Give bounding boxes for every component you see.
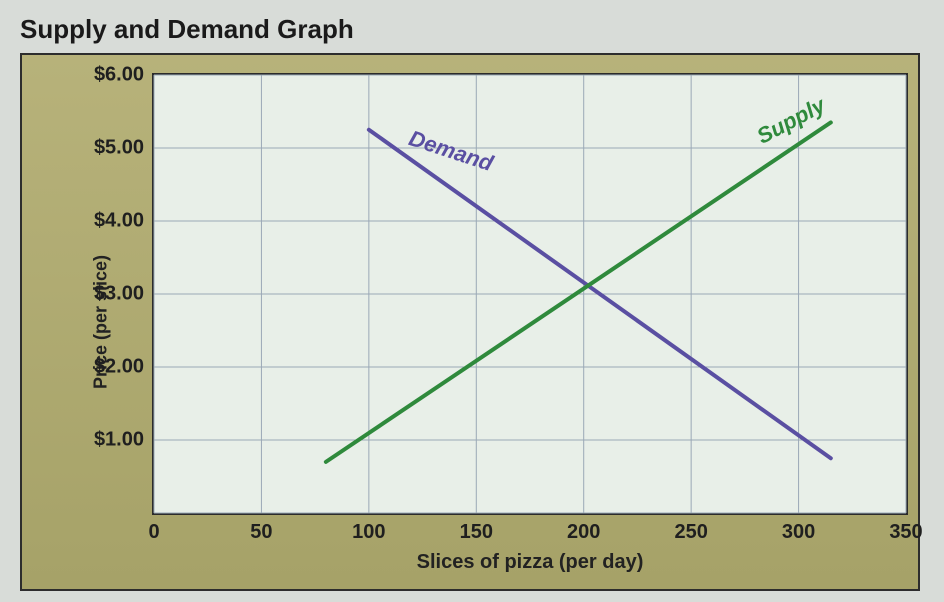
y-tick-label: $5.00 [94, 137, 144, 160]
x-tick-label: 350 [889, 521, 922, 544]
x-tick-label: 300 [782, 521, 815, 544]
supply-label: Supply [753, 91, 831, 148]
y-tick-label: $1.00 [94, 429, 144, 452]
x-axis-label: Slices of pizza (per day) [417, 551, 644, 574]
y-tick-label: $3.00 [94, 283, 144, 306]
y-tick-label: $4.00 [94, 210, 144, 233]
demand-label: Demand [406, 125, 497, 176]
x-tick-label: 150 [460, 521, 493, 544]
plot-area: DemandSupply $1.00$2.00$3.00$4.00$5.00$6… [152, 73, 908, 515]
x-tick-label: 50 [250, 521, 272, 544]
x-tick-label: 0 [148, 521, 159, 544]
x-tick-label: 250 [674, 521, 707, 544]
chart-frame: Price (per slice) DemandSupply $1.00$2.0… [20, 53, 920, 591]
plot-svg: Demand Supply [154, 75, 906, 513]
y-tick-label: $2.00 [94, 356, 144, 379]
chart-title: Supply and Demand Graph [20, 14, 924, 45]
supply-line [326, 122, 831, 461]
x-tick-label: 100 [352, 521, 385, 544]
x-tick-label: 200 [567, 521, 600, 544]
y-tick-label: $6.00 [94, 64, 144, 87]
